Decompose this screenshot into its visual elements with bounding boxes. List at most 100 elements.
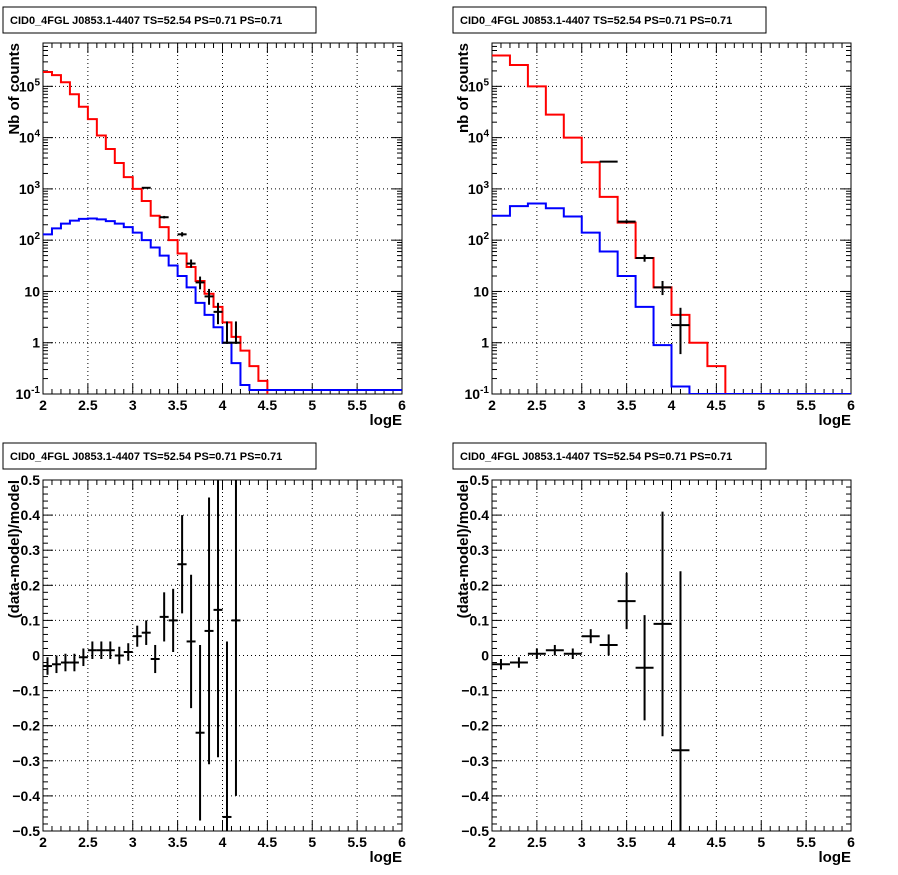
chart-panel-tr: 2 2.5 3 3.5 4 4.5 5 5.5 6 10-1 1 10 102 103 104 105 logE… bbox=[452, 6, 855, 429]
data-point bbox=[141, 620, 151, 645]
x-tick-label: 4.5 bbox=[258, 834, 278, 850]
y-tick-label: 10 bbox=[24, 283, 40, 299]
x-tick-label: 4.5 bbox=[707, 397, 727, 413]
data-point bbox=[159, 592, 169, 642]
title-box bbox=[452, 6, 767, 34]
chart-panel-tl: 2 2.5 3 3.5 4 4.5 5 5.5 6 10-1 1 10 102 103 104 105 logE… bbox=[2, 6, 406, 429]
data-point bbox=[177, 515, 187, 614]
x-tick-label: 5.5 bbox=[796, 397, 816, 413]
x-tick-label: 3.5 bbox=[168, 397, 188, 413]
y-tick-label: 0.4 bbox=[470, 507, 490, 523]
data-point bbox=[69, 653, 79, 672]
data-point bbox=[150, 644, 160, 674]
y-tick-label: 105 bbox=[19, 77, 41, 94]
data-layer bbox=[492, 54, 851, 394]
x-tick-label: 3.5 bbox=[617, 397, 637, 413]
y-tick-label: 10 bbox=[473, 283, 489, 299]
x-tick-label: 3 bbox=[578, 397, 586, 413]
y-tick-label: −0.5 bbox=[461, 823, 489, 839]
y-tick-label: 104 bbox=[19, 129, 41, 146]
chart-title: CID0_4FGL J0853.1-4407 TS=52.54 PS=0.71 … bbox=[10, 15, 282, 27]
x-axis-label: logE bbox=[819, 412, 852, 429]
data-point bbox=[204, 497, 214, 765]
y-tick-label: −0.1 bbox=[12, 683, 40, 699]
x-tick-label: 4 bbox=[668, 397, 676, 413]
data-point bbox=[527, 648, 546, 660]
series-step-model_component bbox=[43, 217, 402, 391]
data-point bbox=[123, 643, 133, 661]
chart-panel-br: 2 2.5 3 3.5 4 4.5 5 5.5 6 −0.5 −0.4 −0.3 −0.2 −0.1 0 0.… bbox=[452, 442, 855, 866]
x-tick-label: 6 bbox=[398, 834, 406, 850]
data-point bbox=[635, 254, 654, 262]
data-point bbox=[43, 657, 52, 675]
axis-ticks bbox=[491, 479, 852, 832]
data-point bbox=[653, 280, 672, 296]
x-tick-label: 6 bbox=[847, 834, 855, 850]
x-tick-label: 5.5 bbox=[347, 397, 367, 413]
x-tick-label: 2.5 bbox=[78, 397, 98, 413]
x-tick-label: 5 bbox=[757, 397, 765, 413]
data-point bbox=[599, 160, 618, 163]
axis-ticks bbox=[42, 42, 403, 395]
x-tick-label: 2.5 bbox=[527, 834, 547, 850]
x-tick-label: 6 bbox=[847, 397, 855, 413]
y-tick-label: 0.1 bbox=[470, 612, 490, 628]
data-point bbox=[222, 641, 232, 831]
y-axis-label: (data-model)/model bbox=[6, 480, 23, 618]
y-tick-label: −0.3 bbox=[12, 753, 40, 769]
data-point bbox=[671, 571, 690, 831]
title-box bbox=[2, 6, 317, 34]
data-point bbox=[96, 641, 106, 660]
data-point bbox=[617, 220, 636, 224]
title-box bbox=[452, 442, 767, 470]
y-tick-label: 0 bbox=[32, 648, 40, 664]
grid-lines bbox=[43, 480, 402, 831]
x-tick-label: 4.5 bbox=[707, 834, 727, 850]
x-tick-label: 5 bbox=[308, 834, 316, 850]
x-tick-label: 3.5 bbox=[617, 834, 637, 850]
y-tick-label: 0.5 bbox=[470, 472, 490, 488]
data-point bbox=[635, 615, 654, 721]
y-tick-label: 102 bbox=[19, 231, 41, 248]
y-tick-label: 103 bbox=[468, 180, 490, 197]
data-point bbox=[141, 186, 151, 189]
chart-title: CID0_4FGL J0853.1-4407 TS=52.54 PS=0.71 … bbox=[460, 15, 732, 27]
y-tick-label: 105 bbox=[468, 77, 490, 94]
data-point bbox=[563, 648, 582, 660]
data-point bbox=[60, 653, 70, 672]
x-tick-label: 5 bbox=[757, 834, 765, 850]
y-axis-label: Nb of counts bbox=[6, 43, 23, 135]
data-point bbox=[195, 644, 205, 821]
x-tick-label: 2 bbox=[488, 397, 496, 413]
data-point bbox=[231, 321, 241, 344]
y-tick-label: 104 bbox=[468, 129, 490, 146]
y-tick-label: −0.1 bbox=[461, 683, 489, 699]
axis-ticks bbox=[491, 42, 852, 395]
y-tick-label: 0.3 bbox=[470, 542, 490, 558]
x-axis-label: logE bbox=[819, 849, 852, 866]
data-point bbox=[599, 634, 618, 656]
x-tick-label: 6 bbox=[398, 397, 406, 413]
data-point bbox=[509, 657, 528, 668]
data-layer bbox=[43, 480, 241, 831]
y-tick-label: 0.3 bbox=[21, 542, 41, 558]
y-tick-label: 1 bbox=[32, 335, 40, 351]
data-point bbox=[617, 573, 636, 630]
x-axis-label: logE bbox=[370, 849, 403, 866]
x-tick-label: 5.5 bbox=[796, 834, 816, 850]
data-point bbox=[168, 588, 178, 652]
data-layer bbox=[492, 511, 690, 831]
x-tick-label: 2.5 bbox=[527, 397, 547, 413]
data-point bbox=[177, 232, 187, 237]
data-point bbox=[186, 259, 196, 268]
y-tick-label: −0.2 bbox=[461, 718, 489, 734]
y-tick-label: 1 bbox=[481, 335, 489, 351]
y-tick-label: 0.2 bbox=[21, 577, 41, 593]
y-tick-label: 0.4 bbox=[21, 507, 41, 523]
data-point bbox=[105, 641, 115, 660]
x-tick-label: 3.5 bbox=[168, 834, 188, 850]
x-tick-label: 5.5 bbox=[347, 834, 367, 850]
data-point bbox=[492, 659, 510, 670]
data-point bbox=[653, 511, 672, 737]
